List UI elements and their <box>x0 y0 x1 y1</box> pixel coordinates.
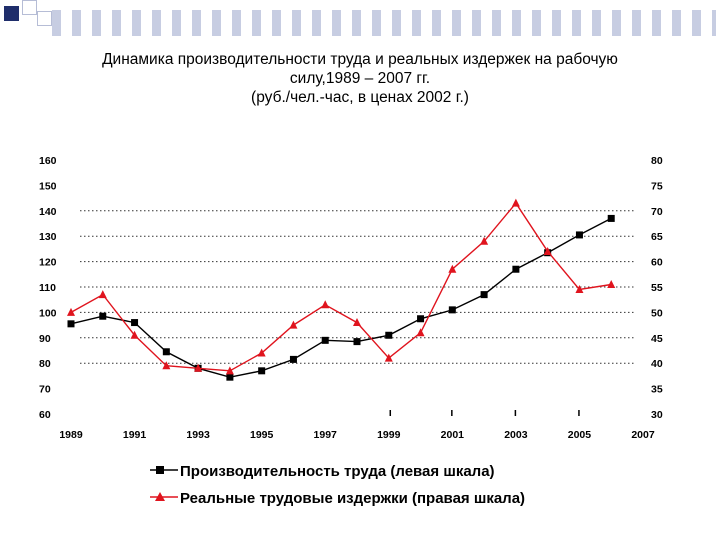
y-right-tick-label: 75 <box>651 180 663 192</box>
y-right-tick-label: 55 <box>651 282 663 294</box>
productivity-point <box>162 348 170 356</box>
labor-costs-point <box>321 300 330 309</box>
x-tick-label: 1995 <box>250 429 274 441</box>
labor-costs-point <box>130 330 139 339</box>
productivity-point <box>321 336 329 344</box>
labor-costs-point <box>416 328 425 337</box>
legend-productivity-marker <box>156 466 164 474</box>
x-tick-label: 1999 <box>377 429 401 441</box>
decor-square-outline-2 <box>37 11 52 26</box>
labor-costs-point <box>575 285 584 294</box>
labor-costs-point <box>448 264 457 273</box>
y-axis-right: 80 75 70 65 60 55 50 45 40 35 30 <box>651 155 663 421</box>
labor-costs-point <box>194 363 203 372</box>
y-right-tick-label: 60 <box>651 257 663 269</box>
series-line-productivity <box>70 217 612 378</box>
y-left-tick-label: 150 <box>39 180 57 192</box>
y-left-tick-label: 70 <box>39 384 51 396</box>
y-right-tick-label: 35 <box>651 384 663 396</box>
labor-costs-point <box>289 320 298 329</box>
decor-square-filled <box>4 6 19 21</box>
labor-costs-point <box>607 279 616 288</box>
legend-costs-marker <box>155 492 165 501</box>
productivity-point <box>607 214 615 222</box>
x-tick-label: 2003 <box>504 429 528 441</box>
chart-title-line-3: (руб./чел.-час, в ценах 2002 г.) <box>251 89 469 106</box>
labor-costs-point <box>162 361 171 370</box>
labor-costs-point <box>384 353 393 362</box>
x-tick-label: 2005 <box>568 429 592 441</box>
series-group <box>67 198 616 381</box>
labor-costs-point <box>511 198 520 207</box>
y-right-tick-label: 40 <box>651 358 663 370</box>
y-left-tick-label: 110 <box>39 282 56 294</box>
productivity-point <box>512 265 520 273</box>
labor-costs-point <box>353 318 361 327</box>
legend-productivity-label: Производительность труда (левая шкала) <box>180 463 495 480</box>
y-left-tick-label: 130 <box>39 231 57 243</box>
decor-square-outline-1 <box>22 0 37 15</box>
productivity-point <box>289 355 297 363</box>
x-tick-label: 1989 <box>59 429 83 441</box>
labor-costs-point <box>98 290 107 299</box>
productivity-point <box>258 367 266 375</box>
y-right-tick-label: 50 <box>651 307 663 319</box>
labor-costs-point <box>480 236 489 245</box>
productivity-point <box>131 319 139 327</box>
legend-costs-label: Реальные трудовые издержки (правая шкала… <box>180 490 525 507</box>
y-left-tick-label: 140 <box>39 206 57 218</box>
y-left-tick-label: 80 <box>39 358 51 370</box>
x-tick-label: 2007 <box>631 429 655 441</box>
y-right-tick-label: 70 <box>651 206 663 218</box>
y-right-tick-label: 80 <box>651 155 663 167</box>
productivity-point <box>575 231 583 239</box>
x-tick-label: 1991 <box>123 429 147 441</box>
chart-title: Динамика производительности труда и реал… <box>0 50 720 107</box>
productivity-point <box>480 291 488 299</box>
labor-costs-point <box>543 246 552 255</box>
productivity-point <box>226 373 234 381</box>
productivity-point <box>417 315 425 323</box>
labor-costs-point <box>67 307 75 316</box>
x-tick-label: 2001 <box>441 429 465 441</box>
y-right-tick-label: 45 <box>651 333 663 345</box>
productivity-point <box>385 331 393 339</box>
chart-title-line-1: Динамика производительности труда и реал… <box>102 51 618 68</box>
productivity-point <box>353 338 361 346</box>
x-axis: 1989 1991 1993 1995 1997 1999 2001 2003 2005 2007 <box>59 410 655 441</box>
chart-title-line-2: силу,1989 – 2007 гг. <box>289 70 431 87</box>
y-left-tick-label: 90 <box>39 333 51 345</box>
gridlines <box>80 210 636 364</box>
productivity-point <box>99 312 107 320</box>
labor-costs-point <box>225 366 234 375</box>
y-right-tick-label: 30 <box>651 409 663 421</box>
y-left-tick-label: 60 <box>39 409 51 421</box>
y-left-tick-label: 160 <box>39 155 57 167</box>
x-tick-label: 1993 <box>186 429 210 441</box>
y-left-tick-label: 100 <box>39 307 57 319</box>
labor-costs-point <box>257 348 266 357</box>
y-axis-left: 160 150 140 130 120 110 100 90 80 70 60 <box>39 155 57 421</box>
y-right-tick-label: 65 <box>651 231 663 243</box>
productivity-point <box>67 320 75 328</box>
decor-stripe-bar <box>52 10 716 36</box>
productivity-point <box>448 306 456 314</box>
series-line-labor-costs <box>70 202 612 372</box>
y-left-tick-label: 120 <box>39 257 57 269</box>
legend: Производительность труда (левая шкала) Р… <box>150 463 525 507</box>
x-tick-label: 1997 <box>314 429 338 441</box>
